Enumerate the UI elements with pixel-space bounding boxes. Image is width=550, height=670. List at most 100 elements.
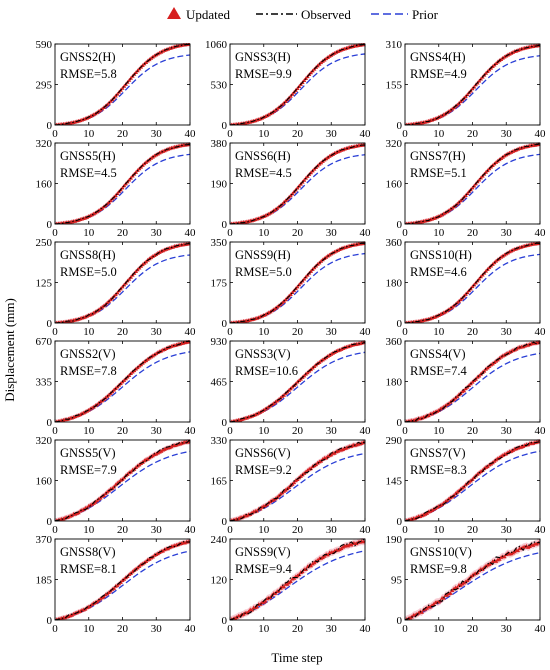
prior-line bbox=[405, 552, 540, 620]
observed-line bbox=[230, 144, 365, 224]
updated-marker bbox=[263, 312, 268, 317]
y-tick-label: 190 bbox=[211, 179, 228, 191]
x-tick-label: 10 bbox=[83, 326, 95, 338]
y-tick-label: 290 bbox=[386, 435, 403, 447]
prior-line bbox=[55, 450, 190, 521]
subplot: 0 10 20 30 40 0 165 330 GNSS6(V) RMSE=9.2 bbox=[211, 435, 372, 536]
updated-marker bbox=[162, 447, 167, 451]
updated-marker bbox=[538, 142, 540, 146]
updated-marker bbox=[424, 605, 429, 610]
rmse-label: RMSE=9.9 bbox=[235, 67, 292, 81]
y-tick-label: 160 bbox=[36, 476, 53, 488]
y-tick-label: 370 bbox=[36, 534, 53, 546]
x-tick-label: 20 bbox=[292, 623, 304, 635]
subplot: 0 10 20 30 40 0 145 290 GNSS7(V) RMSE=8.3 bbox=[386, 435, 547, 536]
updated-marker bbox=[263, 406, 268, 411]
x-tick-label: 10 bbox=[83, 227, 95, 239]
updated-marker bbox=[502, 153, 507, 158]
y-tick-label: 0 bbox=[47, 615, 53, 627]
updated-marker bbox=[69, 612, 74, 617]
x-tick-label: 0 bbox=[227, 227, 233, 239]
updated-marker bbox=[152, 53, 157, 58]
x-tick-label: 20 bbox=[117, 128, 129, 140]
observed-line bbox=[230, 341, 365, 422]
x-tick-label: 40 bbox=[360, 425, 372, 437]
updated-marker bbox=[310, 561, 315, 566]
x-tick-label: 30 bbox=[501, 326, 513, 338]
station-label: GNSS8(V) bbox=[60, 545, 116, 559]
updated-marker bbox=[354, 541, 359, 546]
x-tick-label: 40 bbox=[185, 227, 197, 239]
x-tick-label: 10 bbox=[83, 623, 95, 635]
updated-marker bbox=[297, 572, 302, 577]
x-tick-label: 0 bbox=[52, 623, 58, 635]
x-tick-label: 30 bbox=[151, 425, 163, 437]
x-tick-label: 40 bbox=[360, 623, 372, 635]
x-tick-label: 20 bbox=[117, 227, 129, 239]
y-tick-label: 360 bbox=[386, 336, 403, 348]
prior-line bbox=[405, 450, 540, 521]
y-tick-label: 0 bbox=[222, 219, 228, 231]
updated-marker bbox=[430, 508, 434, 512]
y-tick-label: 160 bbox=[36, 179, 53, 191]
updated-marker bbox=[448, 591, 453, 595]
y-tick-label: 0 bbox=[47, 120, 53, 132]
x-tick-label: 30 bbox=[501, 227, 513, 239]
observed-line bbox=[405, 242, 540, 323]
x-tick-label: 10 bbox=[258, 524, 270, 536]
subplot: 0 10 20 30 40 0 180 360 GNSS4(V) RMSE=7.4 bbox=[386, 336, 547, 437]
x-tick-label: 20 bbox=[117, 524, 129, 536]
updated-marker bbox=[463, 193, 468, 198]
x-tick-label: 40 bbox=[185, 128, 197, 140]
updated-marker bbox=[293, 478, 298, 483]
y-tick-label: 320 bbox=[386, 138, 403, 150]
y-tick-label: 0 bbox=[397, 417, 403, 429]
updated-marker bbox=[499, 354, 504, 359]
x-tick-label: 40 bbox=[185, 524, 197, 536]
rmse-label: RMSE=4.9 bbox=[410, 67, 467, 81]
updated-marker bbox=[145, 356, 150, 361]
x-tick-label: 40 bbox=[535, 326, 547, 338]
updated-marker bbox=[521, 444, 526, 448]
y-tick-label: 165 bbox=[211, 476, 228, 488]
updated-marker bbox=[273, 107, 278, 112]
rmse-label: RMSE=5.1 bbox=[410, 166, 467, 180]
rmse-label: RMSE=7.8 bbox=[60, 364, 117, 378]
y-tick-label: 240 bbox=[211, 534, 228, 546]
rmse-label: RMSE=5.0 bbox=[60, 265, 117, 279]
subplot: 0 10 20 30 40 0 190 380 GNSS6(H) RMSE=4.5 bbox=[211, 138, 372, 239]
updated-marker bbox=[127, 77, 132, 82]
x-tick-label: 20 bbox=[117, 326, 129, 338]
y-tick-label: 0 bbox=[397, 516, 403, 528]
updated-marker bbox=[457, 392, 461, 397]
x-tick-label: 0 bbox=[402, 227, 408, 239]
subplot: 0 10 20 30 40 0 465 930 GNSS3(V) RMSE=10.6 bbox=[211, 336, 372, 437]
x-tick-label: 0 bbox=[402, 524, 408, 536]
subplot: 0 10 20 30 40 0 185 370 GNSS8(V) RMSE=8.1 bbox=[36, 534, 197, 635]
x-tick-label: 0 bbox=[52, 524, 58, 536]
subplot: 0 10 20 30 40 0 530 1060 GNSS3(H) RMSE=9.9 bbox=[205, 39, 371, 140]
y-tick-label: 320 bbox=[36, 435, 53, 447]
x-tick-label: 30 bbox=[151, 623, 163, 635]
x-tick-label: 30 bbox=[326, 524, 338, 536]
y-tick-label: 1060 bbox=[205, 39, 228, 51]
x-tick-label: 30 bbox=[501, 524, 513, 536]
observed-line bbox=[55, 439, 190, 521]
updated-marker bbox=[448, 306, 453, 310]
updated-marker bbox=[81, 410, 86, 415]
subplot: 0 10 20 30 40 0 125 250 GNSS8(H) RMSE=5.0 bbox=[36, 237, 197, 338]
updated-marker bbox=[255, 604, 259, 609]
x-tick-label: 0 bbox=[52, 326, 58, 338]
observed-line bbox=[230, 242, 365, 323]
y-tick-label: 0 bbox=[397, 615, 403, 627]
x-tick-label: 20 bbox=[117, 623, 129, 635]
updated-marker bbox=[504, 451, 509, 456]
x-tick-label: 30 bbox=[151, 326, 163, 338]
y-tick-label: 0 bbox=[222, 417, 228, 429]
station-label: GNSS7(H) bbox=[410, 149, 466, 163]
station-label: GNSS4(V) bbox=[410, 347, 466, 361]
updated-marker bbox=[120, 284, 125, 289]
y-tick-label: 360 bbox=[386, 237, 403, 249]
updated-marker bbox=[276, 493, 281, 498]
x-tick-label: 20 bbox=[292, 227, 304, 239]
